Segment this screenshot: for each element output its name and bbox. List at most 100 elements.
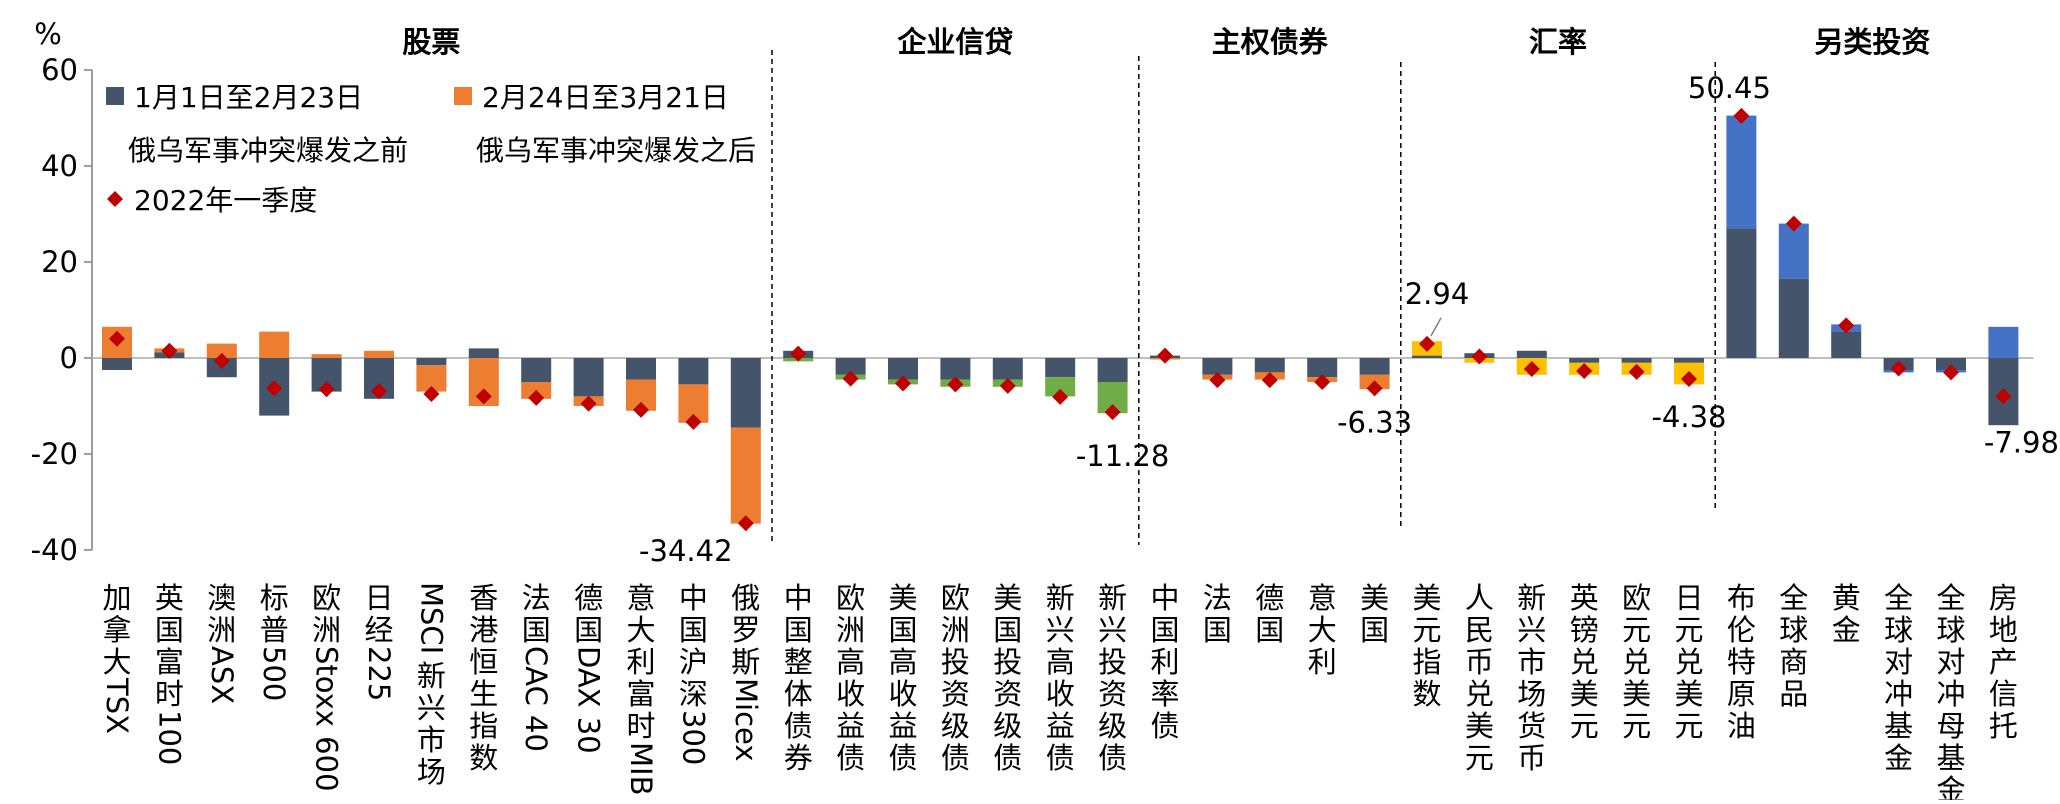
svg-text:镑: 镑 [1570, 613, 1599, 647]
svg-text:债: 债 [1046, 741, 1075, 775]
svg-text:拿: 拿 [102, 613, 131, 647]
svg-text:美: 美 [1465, 709, 1494, 743]
svg-text:兑: 兑 [1570, 645, 1599, 679]
q1-marker [423, 386, 440, 402]
svg-text:债: 债 [993, 741, 1022, 775]
svg-text:225: 225 [362, 646, 396, 701]
bar-before [1778, 278, 1809, 358]
svg-text:资: 资 [941, 677, 970, 711]
svg-text:投: 投 [1098, 645, 1127, 679]
legend-label: 2022年一季度 [134, 184, 317, 217]
q1-marker [1366, 380, 1383, 397]
svg-text:球: 球 [1779, 613, 1808, 647]
svg-text:普: 普 [260, 613, 289, 647]
svg-text:民: 民 [1465, 613, 1494, 647]
q1-marker [1104, 404, 1121, 421]
svg-text:恒: 恒 [469, 645, 498, 679]
q1-marker [1523, 361, 1540, 378]
svg-text:对: 对 [1936, 645, 1965, 679]
svg-text:人: 人 [1465, 581, 1494, 615]
q1-marker [1052, 388, 1069, 405]
bar-before [102, 358, 132, 370]
data-label: -11.28 [1076, 439, 1170, 473]
svg-text:黄: 黄 [1832, 581, 1861, 615]
category-label: 黄金 [1832, 581, 1861, 647]
q1-marker [737, 515, 754, 532]
category-label: 美国 [1360, 581, 1389, 647]
q1-marker [895, 375, 911, 392]
svg-text:托: 托 [1989, 709, 2018, 743]
svg-text:意: 意 [1308, 581, 1337, 615]
svg-text:元: 元 [1674, 613, 1703, 647]
bar-before [468, 348, 499, 358]
svg-text:Micex: Micex [729, 678, 763, 762]
svg-text:香: 香 [469, 581, 498, 615]
group-separators [771, 50, 1716, 545]
svg-text:全: 全 [1936, 581, 1965, 615]
q1-marker [1576, 362, 1593, 379]
svg-text:国: 国 [1255, 613, 1284, 647]
svg-text:中: 中 [679, 581, 708, 615]
svg-text:货: 货 [1517, 709, 1546, 743]
group-title: 主权债券 [1212, 25, 1329, 59]
svg-text:利: 利 [626, 645, 655, 679]
svg-text:生: 生 [469, 677, 498, 711]
bar-after [1045, 377, 1076, 397]
q1-marker [109, 330, 125, 347]
svg-text:债: 债 [888, 741, 917, 775]
svg-text:基: 基 [1936, 741, 1965, 775]
q1-marker [1995, 388, 2012, 405]
svg-text:国: 国 [888, 613, 917, 647]
q1-marker [1209, 372, 1226, 389]
svg-text:洲: 洲 [312, 613, 341, 647]
svg-text:债: 债 [784, 709, 813, 743]
bar-before [1045, 358, 1076, 378]
q1-marker [1157, 347, 1173, 364]
svg-text:国: 国 [1150, 613, 1179, 647]
svg-text:富: 富 [626, 677, 655, 711]
q1-marker [475, 388, 492, 405]
svg-text:投: 投 [993, 645, 1022, 679]
svg-text:DAX 30: DAX 30 [572, 646, 606, 754]
bar-after [311, 354, 342, 358]
category-label: 德国 [1255, 581, 1284, 647]
svg-text:球: 球 [1884, 613, 1913, 647]
bar-before [730, 358, 761, 428]
category-label: 法国 [1203, 581, 1232, 647]
bar-before [1831, 331, 1862, 358]
svg-text:美: 美 [1412, 581, 1441, 615]
svg-text:国: 国 [679, 613, 708, 647]
svg-text:意: 意 [626, 581, 655, 615]
y-tick-label: -20 [31, 437, 78, 471]
svg-text:伦: 伦 [1727, 613, 1756, 647]
svg-text:美: 美 [1360, 581, 1389, 615]
svg-text:新: 新 [1046, 581, 1075, 615]
legend-swatch [106, 87, 124, 105]
legend-label: 2月24日至3月21日 [482, 81, 729, 114]
svg-text:澳: 澳 [207, 581, 236, 615]
svg-text:兴: 兴 [1098, 613, 1127, 647]
svg-text:益: 益 [1046, 709, 1075, 743]
svg-text:洲: 洲 [836, 613, 865, 647]
bar-after [1726, 115, 1757, 229]
svg-text:国: 国 [522, 613, 551, 647]
group-title: 股票 [402, 25, 460, 59]
svg-text:元: 元 [1674, 709, 1703, 743]
svg-text:兑: 兑 [1674, 645, 1703, 679]
svg-text:元: 元 [1465, 741, 1494, 775]
svg-text:整: 整 [784, 645, 813, 679]
